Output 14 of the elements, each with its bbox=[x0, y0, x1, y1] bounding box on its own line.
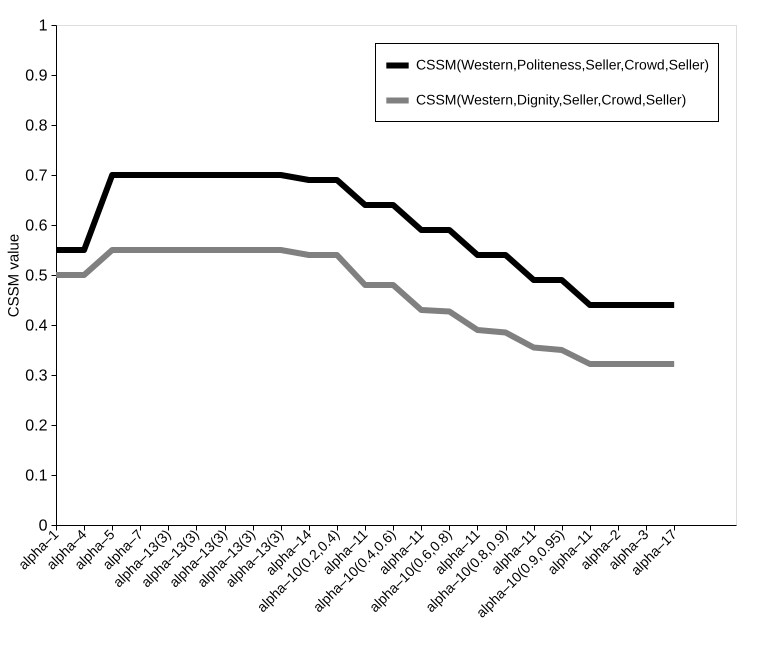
y-tick-label: 0.9 bbox=[25, 68, 48, 84]
legend-label: CSSM(Western,Politeness,Seller,Crowd,Seller) bbox=[416, 56, 710, 72]
y-tick-label: 0.1 bbox=[25, 468, 48, 484]
y-tick-label: 0 bbox=[38, 518, 48, 534]
y-axis-title: CSSM value bbox=[5, 234, 22, 318]
y-tick-label: 0.5 bbox=[25, 268, 48, 284]
y-tick-label: 0.6 bbox=[25, 218, 48, 234]
y-tick-label: 0.2 bbox=[25, 418, 48, 434]
y-tick-label: 0.3 bbox=[25, 368, 48, 384]
y-tick-label: 0.8 bbox=[25, 118, 48, 134]
y-tick-label: 0.4 bbox=[25, 318, 48, 334]
legend-label: CSSM(Western,Dignity,Seller,Crowd,Seller) bbox=[416, 92, 686, 108]
y-tick-label: 0.7 bbox=[25, 168, 48, 184]
y-tick-label: 1 bbox=[38, 18, 48, 34]
